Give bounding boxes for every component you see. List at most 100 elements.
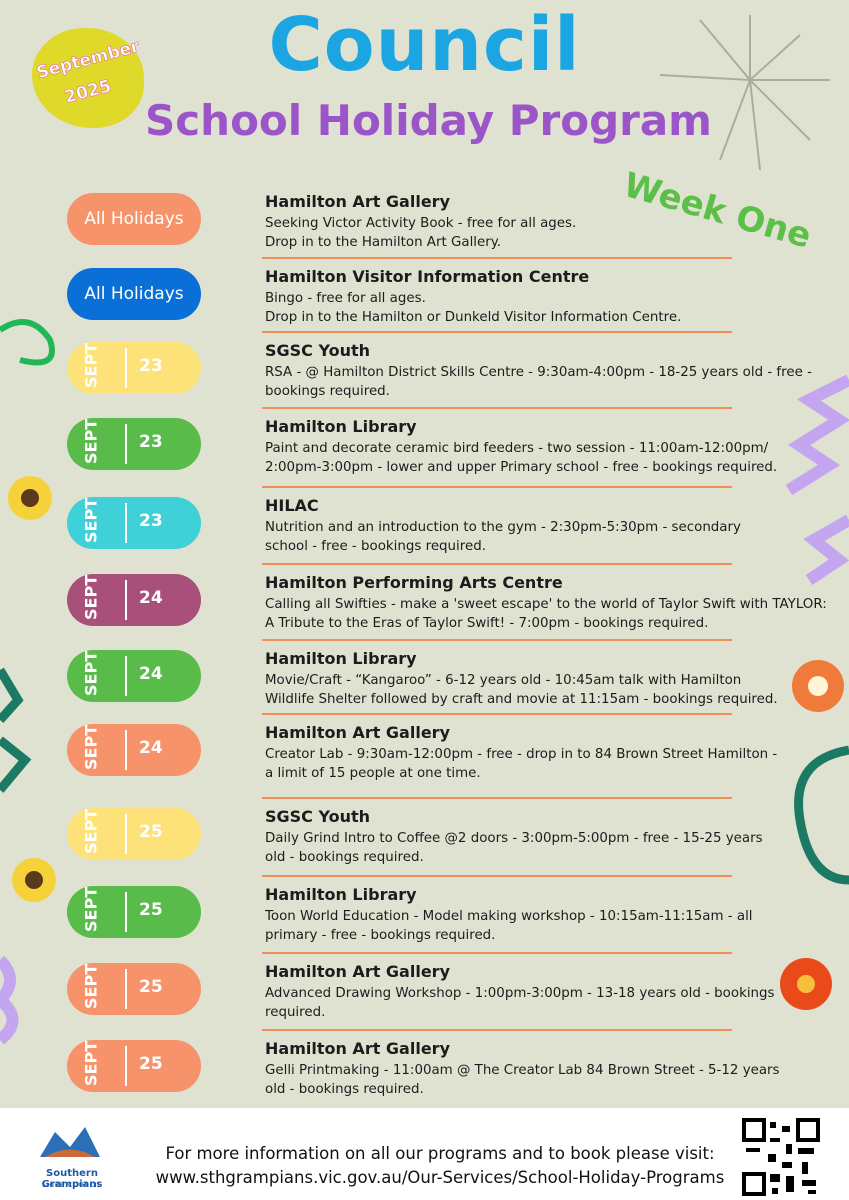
pill-divider <box>125 730 127 770</box>
pill-divider <box>125 348 127 388</box>
pill-month: SEPT <box>81 650 101 696</box>
venue: Hamilton Library <box>265 417 417 436</box>
pill-month: SEPT <box>81 808 101 854</box>
logo-sub: SHIRE COUNCIL <box>41 1182 103 1189</box>
description: Drop in to the Hamilton Art Gallery. <box>265 235 502 250</box>
pill-month: SEPT <box>81 886 101 932</box>
pill-divider <box>125 814 127 854</box>
date-pill: All Holidays <box>67 268 201 320</box>
pill-month: SEPT <box>81 574 101 620</box>
pill-month: SEPT <box>81 724 101 770</box>
pill-day: 23 <box>139 511 163 531</box>
description: old - bookings required. <box>265 850 424 865</box>
pill-day: 23 <box>139 356 163 376</box>
separator <box>262 1029 732 1031</box>
starburst <box>659 15 830 171</box>
pill-divider <box>125 424 127 464</box>
flower <box>8 476 52 520</box>
description: Nutrition and an introduction to the gym… <box>265 520 741 535</box>
pill-month: SEPT <box>81 342 101 388</box>
pill-divider <box>125 969 127 1009</box>
description: Bingo - free for all ages. <box>265 291 426 306</box>
date-pill: SEPT 25 <box>67 963 201 1015</box>
pill-day: 24 <box>139 664 163 684</box>
description: Gelli Printmaking - 11:00am @ The Creato… <box>265 1063 780 1078</box>
venue: Hamilton Art Gallery <box>265 723 450 742</box>
pill-divider <box>125 892 127 932</box>
date-badge: September 2025 <box>32 28 144 128</box>
description: Calling all Swifties - make a 'sweet esc… <box>265 597 827 612</box>
flower <box>792 660 844 712</box>
description: Wildlife Shelter followed by craft and m… <box>265 692 778 707</box>
pill-month: SEPT <box>81 497 101 543</box>
date-pill: SEPT 23 <box>67 418 201 470</box>
pill-day: 23 <box>139 432 163 452</box>
description: Advanced Drawing Workshop - 1:00pm-3:00p… <box>265 986 775 1001</box>
separator <box>262 713 732 715</box>
venue: SGSC Youth <box>265 341 371 360</box>
venue: Hamilton Art Gallery <box>265 192 450 211</box>
description: school - free - bookings required. <box>265 539 486 554</box>
date-pill: All Holidays <box>67 193 201 245</box>
pill-day: 25 <box>139 822 163 842</box>
subtitle: School Holiday Program <box>145 96 712 145</box>
description: Toon World Education - Model making work… <box>265 909 753 924</box>
description: a limit of 15 people at one time. <box>265 766 481 781</box>
description: A Tribute to the Eras of Taylor Swift! -… <box>265 616 709 631</box>
qr-code <box>742 1118 820 1196</box>
separator <box>262 257 732 259</box>
date-pill: SEPT 25 <box>67 808 201 860</box>
description: old - bookings required. <box>265 1082 424 1097</box>
pill-month: SEPT <box>81 963 101 1009</box>
footer-line: For more information on all our programs… <box>165 1144 715 1163</box>
pill-day: 25 <box>139 900 163 920</box>
description: Seeking Victor Activity Book - free for … <box>265 216 577 231</box>
separator <box>262 486 732 488</box>
description: Paint and decorate ceramic bird feeders … <box>265 441 769 456</box>
venue: Hamilton Performing Arts Centre <box>265 573 563 592</box>
venue: Hamilton Library <box>265 885 417 904</box>
footer: Southern Grampians SHIRE COUNCIL For mor… <box>0 1108 849 1200</box>
venue: HILAC <box>265 496 319 515</box>
pill-month: SEPT <box>81 418 101 464</box>
date-pill: SEPT 23 <box>67 342 201 394</box>
pill-month: SEPT <box>81 1040 101 1086</box>
venue: Hamilton Library <box>265 649 417 668</box>
date-pill: SEPT 24 <box>67 574 201 626</box>
pill-label: All Holidays <box>84 209 184 229</box>
date-pill: SEPT 24 <box>67 724 201 776</box>
description: Creator Lab - 9:30am-12:00pm - free - dr… <box>265 747 778 762</box>
pill-label: All Holidays <box>84 284 184 304</box>
pill-day: 25 <box>139 1054 163 1074</box>
description: Movie/Craft - “Kangaroo” - 6-12 years ol… <box>265 673 742 688</box>
venue: Hamilton Art Gallery <box>265 1039 450 1058</box>
description: bookings required. <box>265 384 390 399</box>
pill-day: 25 <box>139 977 163 997</box>
date-pill: SEPT 25 <box>67 886 201 938</box>
separator <box>262 563 732 565</box>
separator <box>262 797 732 799</box>
date-pill: SEPT 24 <box>67 650 201 702</box>
separator <box>262 875 732 877</box>
venue: Hamilton Visitor Information Centre <box>265 267 590 286</box>
separator <box>262 952 732 954</box>
logo-name: Southern Grampians <box>41 1168 103 1190</box>
footer-url: www.sthgrampians.vic.gov.au/Our-Services… <box>155 1168 725 1187</box>
description: RSA - @ Hamilton District Skills Centre … <box>265 365 812 380</box>
flower <box>12 858 56 902</box>
description: 2:00pm-3:00pm - lower and upper Primary … <box>265 460 778 475</box>
description: Drop in to the Hamilton or Dunkeld Visit… <box>265 310 682 325</box>
flower <box>780 958 832 1010</box>
date-pill: SEPT 25 <box>67 1040 201 1092</box>
separator <box>262 639 732 641</box>
separator <box>262 331 732 333</box>
description: required. <box>265 1005 326 1020</box>
venue: Hamilton Art Gallery <box>265 962 450 981</box>
pill-divider <box>125 656 127 696</box>
description: primary - free - bookings required. <box>265 928 496 943</box>
pill-divider <box>125 503 127 543</box>
pill-day: 24 <box>139 588 163 608</box>
